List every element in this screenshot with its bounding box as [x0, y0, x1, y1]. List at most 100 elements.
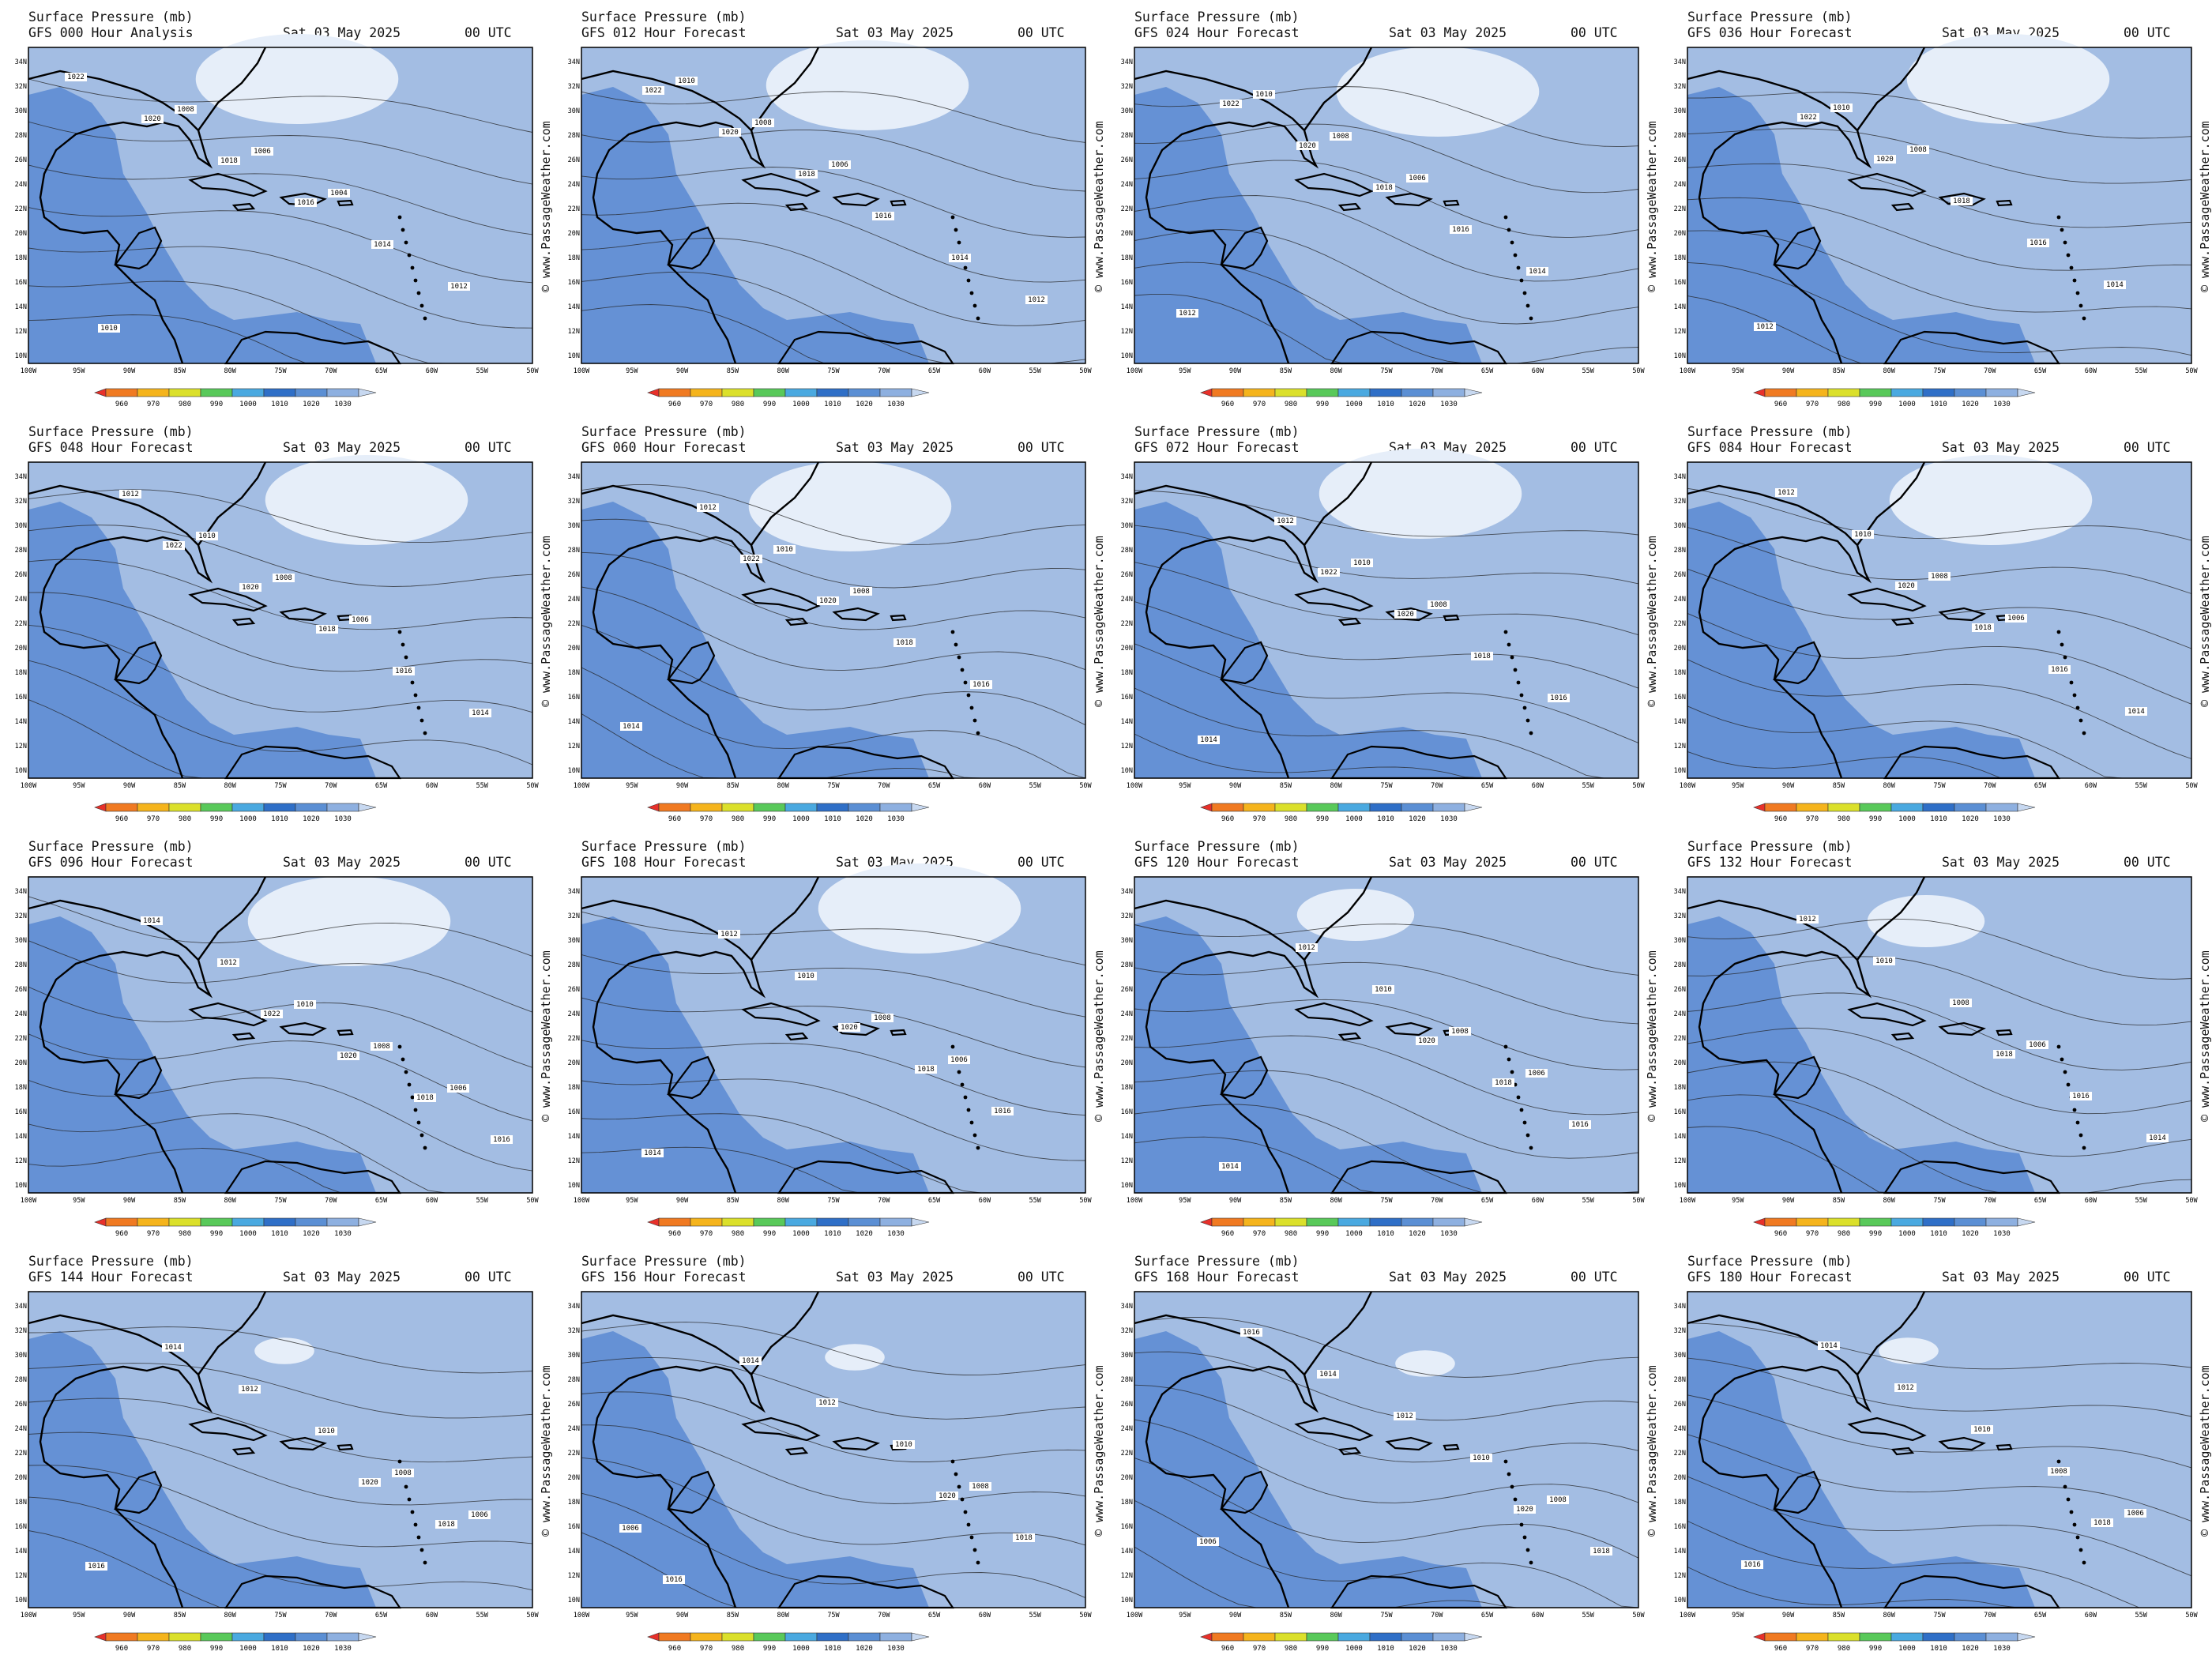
- longitude-label: 65W: [928, 367, 941, 375]
- low-pressure-region: [1687, 916, 2035, 1193]
- isobar-line: [581, 129, 1086, 192]
- island-dot: [963, 680, 968, 685]
- forecast-panel: Surface Pressure (mb) GFS 120 Hour Foreca…: [1106, 830, 1659, 1244]
- colorbar-swatch: [879, 388, 912, 397]
- colorbar-swatch: [848, 803, 881, 812]
- latitude-label: 20N: [15, 1059, 27, 1067]
- isobar-label-bg: [119, 490, 141, 498]
- latitude-label: 22N: [15, 1450, 27, 1458]
- coastline-south-america: [224, 1574, 402, 1609]
- island-hispaniola: [1385, 1021, 1433, 1036]
- latitude-label: 30N: [1674, 522, 1686, 530]
- colorbar-value: 1000: [1345, 815, 1363, 823]
- isobar-label: 1014: [644, 1149, 661, 1157]
- isobar-line: [1134, 961, 1639, 1025]
- colorbar-value: 990: [763, 401, 776, 408]
- longitude-label: 100W: [21, 782, 37, 790]
- coastline-yucatan: [667, 641, 716, 685]
- coastline-south-america: [777, 1160, 955, 1194]
- longitude-label: 65W: [375, 782, 388, 790]
- panel-subtitle: GFS 108 Hour Forecast: [581, 855, 747, 870]
- panel-subtitle: GFS 156 Hour Forecast: [581, 1270, 747, 1285]
- isobar-label: 1006: [471, 1511, 488, 1519]
- isobar-line: [1134, 160, 1639, 239]
- isobar-label-bg: [1219, 1162, 1241, 1171]
- island-dot: [963, 1095, 968, 1100]
- longitude-label: 75W: [827, 1197, 840, 1205]
- longitude-label: 65W: [928, 782, 941, 790]
- isobar-line: [1687, 92, 2192, 139]
- isobar-label: 1016: [1243, 1329, 1260, 1337]
- low-pressure-region: [581, 87, 929, 363]
- latitude-label: 16N: [1121, 694, 1133, 702]
- longitude-label: 90W: [1229, 782, 1242, 790]
- high-pressure-cell: [825, 1344, 885, 1371]
- latitude-label: 34N: [568, 473, 580, 481]
- colorbar-arrow-left: [94, 1632, 107, 1642]
- colorbar-value: 1020: [856, 1645, 873, 1653]
- island-dot: [1519, 1108, 1524, 1112]
- island-dot: [2075, 1535, 2080, 1540]
- isobar-label-bg: [915, 1065, 937, 1074]
- isobar-label: 1010: [776, 546, 793, 554]
- isobar-label: 1018: [1974, 624, 1992, 632]
- pressure-map: 1022 1020 1018 1016 1014 1012 1010 1008 34N 32N 30…: [568, 461, 1093, 823]
- high-pressure-cell: [818, 863, 1021, 954]
- isobar-line: [28, 164, 533, 235]
- isobar-label-bg: [970, 680, 992, 689]
- colorbar-swatch: [1274, 803, 1307, 812]
- forecast-panel: Surface Pressure (mb) GFS 096 Hour Foreca…: [0, 830, 553, 1244]
- colorbar-value: 970: [147, 401, 160, 408]
- colorbar-value: 960: [668, 1645, 681, 1653]
- map-frame: [581, 47, 1086, 364]
- pressure-map: 1020 1018 1016 1014 1012 1010 1008 1006 34N 32N 30…: [1674, 455, 2199, 823]
- isobar-label: 1012: [1179, 310, 1196, 318]
- isobar-label: 1020: [939, 1492, 956, 1500]
- colorbar-value: 990: [763, 1230, 776, 1238]
- colorbar-swatch: [326, 803, 359, 812]
- isobar-label: 1010: [100, 325, 118, 333]
- latitude-label: 12N: [568, 1572, 580, 1580]
- colorbar-swatch: [200, 803, 233, 812]
- isobar-label-bg: [1830, 103, 1853, 112]
- isobar-label-bg: [1951, 197, 1973, 205]
- colorbar-value: 1010: [824, 1645, 841, 1653]
- longitude-label: 90W: [123, 1612, 136, 1620]
- pressure-colorbar: 960 970 980 990 1000 1010 1020 1030: [94, 388, 377, 408]
- colorbar-value: 1000: [792, 1230, 810, 1238]
- longitude-label: 90W: [1782, 367, 1795, 375]
- island-dot: [410, 1095, 415, 1100]
- latitude-label: 32N: [1121, 1327, 1133, 1335]
- isobar-label: 1012: [720, 931, 738, 939]
- isobar-line: [581, 911, 1086, 966]
- panel-utc: 00 UTC: [2124, 440, 2171, 455]
- isobar-line: [581, 997, 1086, 1068]
- isobar-label: 1020: [242, 584, 259, 592]
- isobar-label-bg: [795, 972, 817, 980]
- latitude-label: 14N: [1674, 718, 1686, 726]
- longitude-label: 60W: [2085, 1612, 2097, 1620]
- colorbar-value: 960: [115, 401, 128, 408]
- isobar-line: [1134, 1458, 1639, 1559]
- pressure-colorbar: 960 970 980 990 1000 1010 1020 1030: [647, 388, 930, 408]
- island-dot: [413, 278, 418, 283]
- coastline-south-america: [224, 1160, 402, 1194]
- isobar-line: [1134, 643, 1639, 743]
- colorbar-swatch: [1274, 1217, 1307, 1227]
- isobar-label: 1014: [951, 254, 969, 262]
- island-dot: [413, 1522, 418, 1527]
- longitude-label: 95W: [626, 782, 638, 790]
- colorbar-value: 1010: [824, 815, 841, 823]
- colorbar-value: 1020: [1962, 1645, 1979, 1653]
- longitude-label: 90W: [1229, 1612, 1242, 1620]
- coastline-south-america: [1330, 1160, 1508, 1194]
- latitude-label: 14N: [1121, 303, 1133, 311]
- isobar-label: 1016: [493, 1136, 510, 1144]
- isobar-line: [1134, 123, 1639, 194]
- latitude-label: 30N: [15, 522, 27, 530]
- isobar-line: [28, 525, 533, 587]
- isobar-label-bg: [217, 958, 239, 967]
- isobar-label-bg: [620, 722, 642, 731]
- map-frame: [581, 876, 1086, 1194]
- latitude-label: 18N: [1121, 669, 1133, 677]
